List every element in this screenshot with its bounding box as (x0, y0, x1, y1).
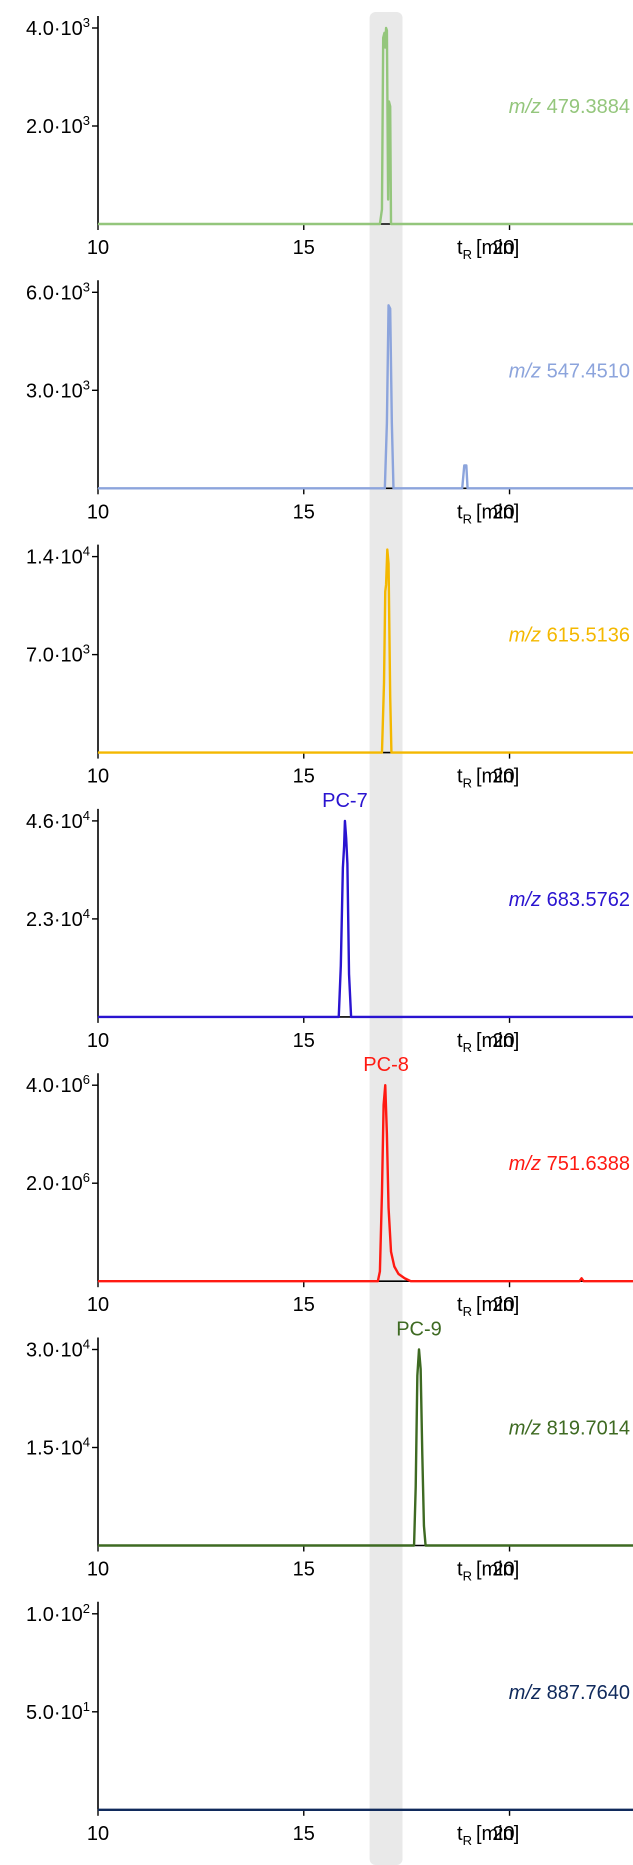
x-tick-label: 15 (293, 501, 315, 523)
x-tick-label: 10 (87, 1030, 109, 1052)
x-tick-label: 15 (293, 1823, 315, 1845)
x-tick-label: 15 (293, 237, 315, 259)
y-tick-label: 2.3·104 (26, 906, 90, 931)
y-tick-label: 1.4·104 (26, 544, 90, 569)
y-tick-label: 3.0·103 (26, 377, 90, 402)
x-tick-label: 10 (87, 237, 109, 259)
ion-trace-615.5136 (98, 548, 633, 754)
y-tick-label: 4.0·103 (26, 15, 90, 40)
peak-label: PC-7 (322, 790, 368, 812)
x-tick-label: 20 (492, 1030, 514, 1052)
x-tick-label: 20 (492, 766, 514, 788)
x-tick-label: 15 (293, 1559, 315, 1581)
x-tick-label: 15 (293, 1030, 315, 1052)
x-axis-label: tR [min] (457, 766, 519, 791)
x-tick-label: 20 (492, 237, 514, 259)
x-tick-label: 15 (293, 766, 315, 788)
y-tick-label: 3.0·104 (26, 1337, 90, 1362)
y-tick-label: 5.0·101 (26, 1699, 90, 1724)
x-tick-label: 10 (87, 1823, 109, 1845)
mz-label: m/z 479.3884 (509, 96, 630, 118)
x-tick-label: 10 (87, 1294, 109, 1316)
y-tick-label: 6.0·103 (26, 279, 90, 304)
x-tick-label: 20 (492, 1294, 514, 1316)
ion-trace-819.7014 (98, 1348, 633, 1547)
x-tick-label: 20 (492, 1559, 514, 1581)
y-tick-label: 7.0·103 (26, 642, 90, 667)
ion-trace-751.6388 (98, 1084, 633, 1283)
mz-label: m/z 683.5762 (509, 889, 630, 911)
mz-label: m/z 887.7640 (509, 1682, 630, 1704)
y-tick-label: 2.0·103 (26, 113, 90, 138)
x-tick-label: 20 (492, 501, 514, 523)
x-axis-label: tR [min] (457, 501, 519, 526)
ion-trace-547.4510 (98, 304, 633, 490)
y-tick-label: 4.0·106 (26, 1072, 90, 1097)
mz-label: m/z 819.7014 (509, 1418, 630, 1440)
x-axis-label: tR [min] (457, 1559, 519, 1584)
mz-label: m/z 547.4510 (509, 360, 630, 382)
x-axis-label: tR [min] (457, 1294, 519, 1319)
y-tick-label: 2.0·106 (26, 1170, 90, 1195)
retention-window-band (369, 12, 403, 1865)
y-tick-label: 1.5·104 (26, 1435, 90, 1460)
y-tick-label: 1.0·102 (26, 1601, 90, 1626)
x-tick-label: 10 (87, 1559, 109, 1581)
x-tick-label: 10 (87, 501, 109, 523)
x-tick-label: 10 (87, 766, 109, 788)
x-axis-label: tR [min] (457, 237, 519, 262)
x-axis-label: tR [min] (457, 1030, 519, 1055)
y-tick-label: 4.6·104 (26, 808, 90, 833)
x-axis-label: tR [min] (457, 1823, 519, 1848)
peak-label: PC-9 (396, 1319, 442, 1341)
mz-label: m/z 751.6388 (509, 1153, 630, 1175)
x-tick-label: 15 (293, 1294, 315, 1316)
peak-label: PC-8 (363, 1054, 409, 1076)
ion-trace-479.3884 (98, 26, 633, 226)
ion-trace-683.5762 (98, 819, 633, 1019)
mz-label: m/z 615.5136 (509, 625, 630, 647)
x-tick-label: 20 (492, 1823, 514, 1845)
